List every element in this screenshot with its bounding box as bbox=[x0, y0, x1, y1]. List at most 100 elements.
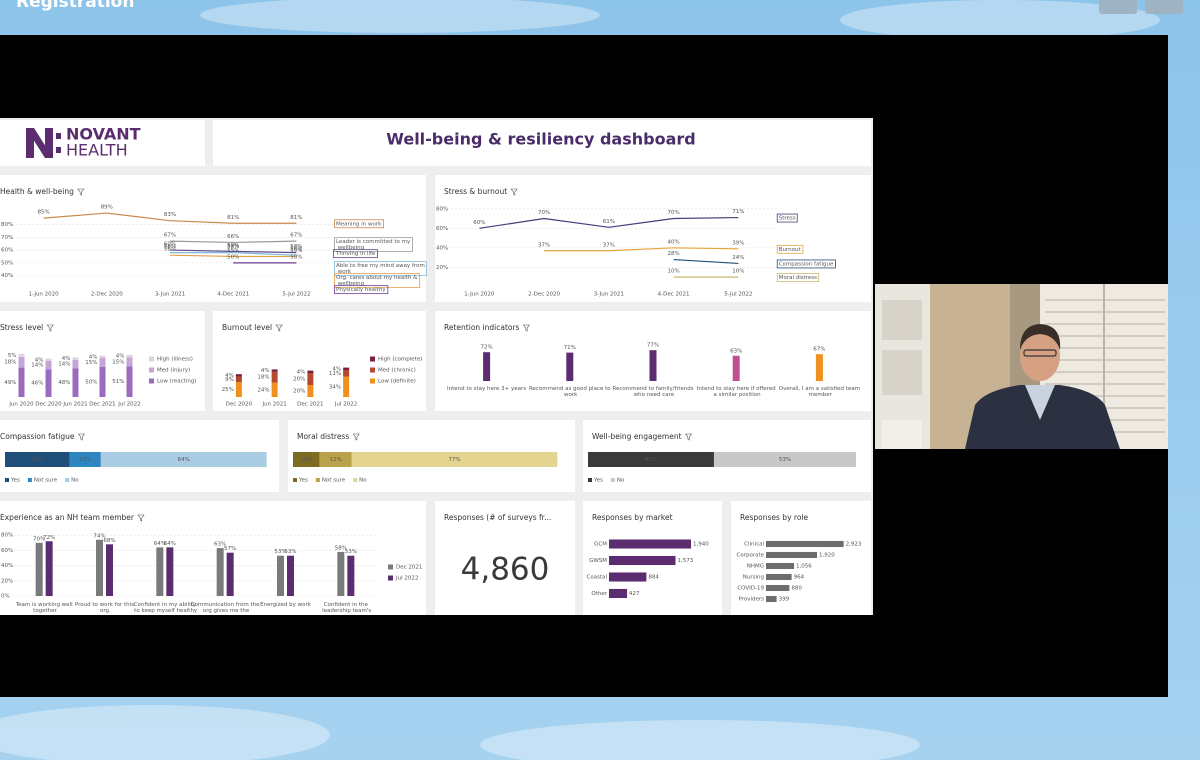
data-label: 50% bbox=[227, 254, 239, 260]
data-label: 25% bbox=[31, 457, 43, 463]
legend-box bbox=[776, 273, 820, 283]
x-tick-label: Dec 2020 bbox=[35, 402, 62, 408]
panel-title: Stress level bbox=[0, 323, 43, 332]
y-tick-label: NHMG bbox=[747, 564, 764, 570]
data-label: 72% bbox=[480, 345, 492, 351]
participant-video bbox=[875, 284, 1168, 449]
data-label: 964 bbox=[794, 575, 805, 581]
label-line: work bbox=[562, 392, 578, 398]
legend-swatch bbox=[388, 564, 393, 570]
data-label: 77% bbox=[448, 457, 460, 463]
data-label: 68% bbox=[103, 538, 115, 544]
legend-label: Org. cares about my health & wellbeing bbox=[336, 275, 418, 287]
bar-segment bbox=[307, 373, 314, 385]
x-tick-label: Overall, I am a satisfied team member bbox=[779, 386, 860, 398]
filter-icon bbox=[522, 324, 531, 332]
y-tick-label: 60% bbox=[1, 548, 13, 554]
bar-segment bbox=[69, 452, 101, 467]
label-line: Intend to stay here if offered bbox=[697, 386, 776, 392]
data-label: 427 bbox=[629, 591, 640, 597]
legend-swatch bbox=[315, 478, 320, 482]
data-label: 10% bbox=[300, 457, 312, 463]
bar bbox=[766, 584, 790, 592]
data-label: 14% bbox=[58, 362, 70, 368]
data-label: 4% bbox=[261, 368, 270, 374]
legend-label: High (complete) bbox=[378, 357, 422, 363]
bar-segment bbox=[271, 382, 278, 397]
legend-box bbox=[334, 273, 421, 289]
bar-segment bbox=[45, 361, 52, 370]
x-tick-label: 5-Jul 2022 bbox=[724, 292, 752, 298]
bar-segment bbox=[18, 356, 25, 368]
bar-segment bbox=[319, 452, 352, 467]
data-label: 58% bbox=[335, 545, 347, 551]
label-line: Confident in my ability bbox=[134, 602, 197, 608]
legend-swatch bbox=[588, 478, 592, 482]
panel-title: Moral distress bbox=[297, 432, 349, 441]
bar bbox=[649, 350, 657, 381]
data-label: 57% bbox=[224, 546, 236, 552]
panel-title: Responses by role bbox=[740, 513, 808, 522]
legend-label: Yes bbox=[593, 478, 603, 484]
x-tick-label: Dec 2021 bbox=[297, 402, 323, 408]
chart-panel: Responses by role Clinical 2,923 Corporate 1… bbox=[731, 501, 871, 615]
bar-segment bbox=[45, 369, 52, 397]
legend-label: No bbox=[71, 478, 79, 484]
x-tick-label: Intend to stay here if offered a similar… bbox=[697, 386, 776, 398]
data-label: 14% bbox=[31, 363, 43, 369]
data-label: 37% bbox=[603, 242, 615, 248]
x-tick-label: 3-Jun 2021 bbox=[594, 292, 624, 298]
panel-title: Retention indicators bbox=[444, 323, 520, 332]
chart-panel: Retention indicators 72% Intend to stay he… bbox=[435, 311, 871, 411]
bar-segment bbox=[99, 367, 106, 397]
legend-label: Yes bbox=[10, 478, 20, 484]
data-label: 70% bbox=[538, 210, 550, 216]
label-line: Stress bbox=[779, 215, 796, 221]
y-tick-label: 50% bbox=[1, 260, 13, 266]
bar bbox=[347, 555, 355, 596]
x-tick-label: Jul 2022 bbox=[334, 402, 357, 408]
bar bbox=[277, 555, 284, 596]
filter-icon bbox=[684, 433, 693, 441]
legend-swatch bbox=[65, 478, 70, 482]
bar bbox=[766, 540, 844, 548]
legend-label: Not sure bbox=[322, 478, 346, 484]
bar-segment bbox=[343, 367, 350, 370]
data-label: 4% bbox=[62, 356, 71, 362]
data-label: 67% bbox=[813, 347, 825, 353]
series-line bbox=[479, 216, 739, 229]
data-label: 1,056 bbox=[796, 564, 812, 570]
data-label: 399 bbox=[779, 597, 790, 603]
bar-segment bbox=[45, 358, 52, 361]
legend-swatch bbox=[5, 478, 9, 482]
data-label: 884 bbox=[648, 575, 659, 581]
panel-title: Compassion fatigue bbox=[0, 432, 75, 441]
x-tick-label: Recommend to family/friends who need car… bbox=[612, 386, 693, 398]
y-tick-label: 40% bbox=[1, 563, 13, 569]
bar-segment bbox=[588, 452, 714, 467]
data-label: 49% bbox=[4, 380, 16, 386]
label-line: Meaning in work bbox=[336, 221, 382, 227]
bar-segment bbox=[5, 452, 70, 467]
data-label: 50% bbox=[85, 380, 97, 386]
bar-segment bbox=[351, 452, 558, 467]
y-tick-label: Corporate bbox=[737, 553, 765, 559]
control-button[interactable] bbox=[1099, 0, 1137, 14]
bar-segment bbox=[713, 452, 856, 467]
y-tick-label: 0% bbox=[1, 594, 10, 600]
data-label: 46% bbox=[31, 381, 43, 387]
x-tick-label: Proud to work for this org. bbox=[75, 602, 134, 614]
filter-icon bbox=[46, 324, 54, 332]
legend-label: Low (reacting) bbox=[157, 379, 196, 385]
logo-panel bbox=[0, 120, 205, 166]
legend-label: Not sure bbox=[34, 478, 58, 484]
bar bbox=[609, 588, 628, 599]
label-line: to keep myself healthy bbox=[132, 608, 197, 614]
control-button[interactable] bbox=[1145, 0, 1183, 14]
legend-label: Burnout bbox=[779, 246, 802, 252]
bar-segment bbox=[307, 385, 314, 397]
legend-swatch bbox=[370, 367, 375, 373]
data-label: 58% bbox=[290, 244, 302, 250]
bar bbox=[96, 539, 103, 596]
